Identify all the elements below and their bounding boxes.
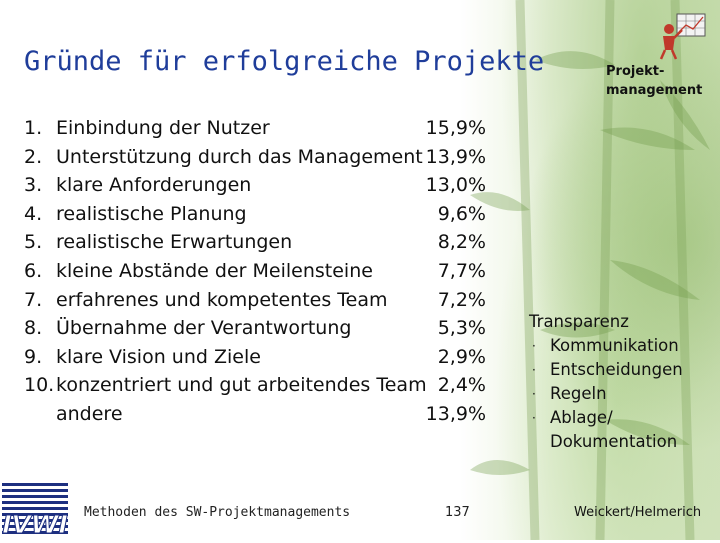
page-number: 137 xyxy=(445,505,470,520)
bullet-icon: · xyxy=(532,363,536,377)
reasons-list: 1. Einbindung der Nutzer 15,9% 2. Unterstüt… xyxy=(24,114,494,429)
list-item: 2. Unterstützung durch das Management 13,9… xyxy=(24,145,486,168)
list-item: andere 13,9% xyxy=(56,402,486,425)
list-item: 6. kleine Abstände der Meilensteine 7,7% xyxy=(24,259,486,282)
list-item: · Entscheidungen xyxy=(529,358,714,382)
institute-logo-icon: IVWI xyxy=(2,479,72,540)
project-management-logo-icon xyxy=(655,12,707,60)
bamboo-background xyxy=(460,0,720,540)
bullet-icon: · xyxy=(532,411,536,425)
header-label-line-2: management xyxy=(606,83,703,98)
list-item: 8. Übernahme der Verantwortung 5,3% xyxy=(24,317,486,340)
footer-course: Methoden des SW-Projektmanagements xyxy=(84,505,351,520)
transparency-box: Transparenz · Kommunikation · Entscheidung… xyxy=(529,310,714,454)
svg-text:IVWI: IVWI xyxy=(2,510,68,539)
list-item: · Ablage/ Dokumentation xyxy=(532,408,678,451)
list-item: · Regeln xyxy=(529,382,714,406)
transparency-list: · Kommunikation · Entscheidungen · Regeln ·… xyxy=(529,334,714,454)
list-item: 3. klare Anforderungen 13,0% xyxy=(24,174,486,197)
bullet-icon: · xyxy=(532,387,536,401)
list-item: 10. konzentriert und gut arbeitendes Team… xyxy=(24,374,486,397)
header-label-line-1: Projekt- xyxy=(606,64,665,79)
list-item: · Kommunikation xyxy=(529,334,714,358)
transparency-heading: Transparenz xyxy=(529,312,629,331)
list-item: 4. realistische Planung 9,6% xyxy=(24,202,486,225)
list-item: 7. erfahrenes und kompetentes Team 7,2% xyxy=(24,288,486,311)
list-item: 5. realistische Erwartungen 8,2% xyxy=(24,231,486,254)
bullet-icon: · xyxy=(532,339,536,353)
footer-authors: Weickert/Helmerich xyxy=(574,505,702,520)
header-label: Projekt- management xyxy=(606,62,716,100)
list-item: 1. Einbindung der Nutzer 15,9% xyxy=(24,117,486,139)
slide-title: Gründe für erfolgreiche Projekte xyxy=(24,46,545,77)
list-item: 9. klare Vision und Ziele 2,9% xyxy=(24,345,486,368)
